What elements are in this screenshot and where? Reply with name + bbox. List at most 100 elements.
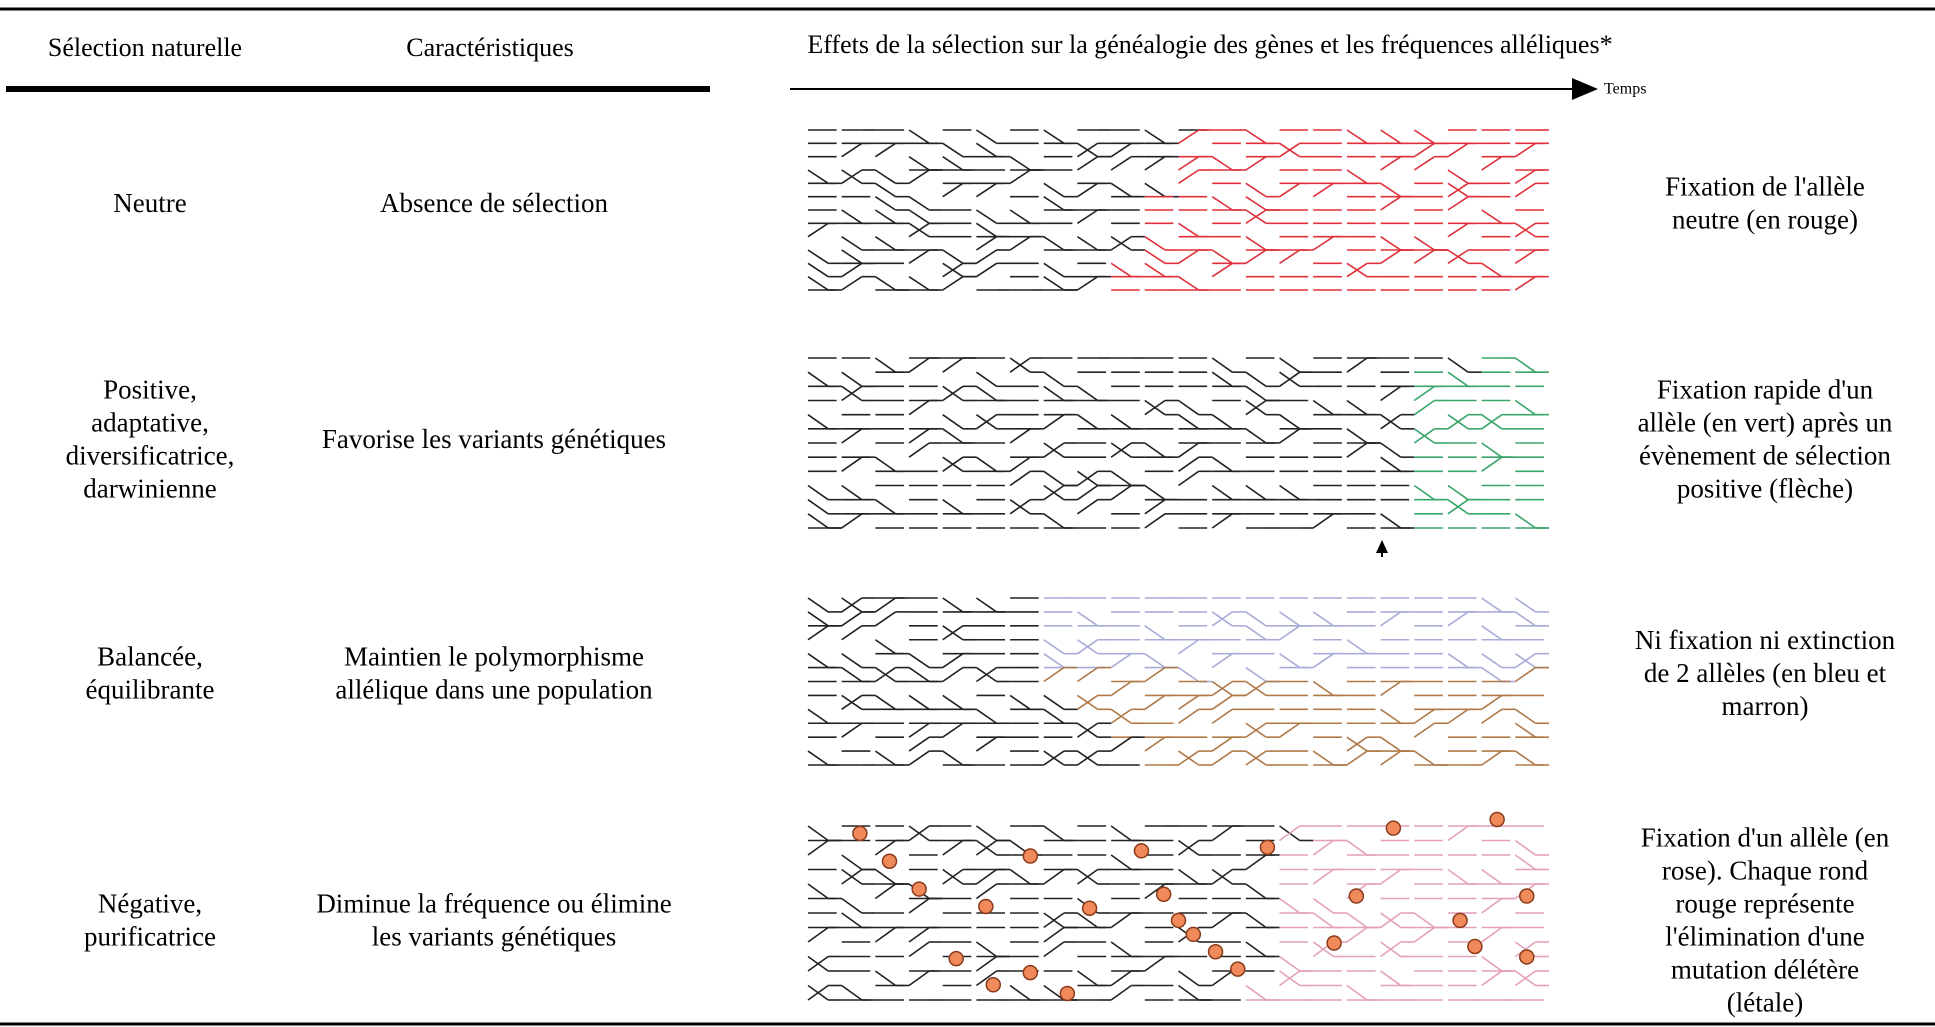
lineage [1481, 666, 1503, 683]
selection-arrowhead [1376, 540, 1388, 553]
lineage [1279, 484, 1301, 501]
cell-effect: marron) [1722, 691, 1809, 721]
lineage [1279, 357, 1301, 373]
lineage [908, 222, 930, 238]
lineage [1447, 222, 1469, 238]
lineage [874, 456, 897, 472]
lineage [975, 666, 998, 683]
lineage [1312, 399, 1334, 416]
lineage [1043, 666, 1065, 683]
lineage [1077, 639, 1099, 655]
cell-effect: évènement de sélection [1639, 441, 1891, 471]
lineage [908, 249, 930, 265]
lineage [1211, 750, 1233, 766]
lineage [1279, 414, 1301, 430]
lineage [1077, 155, 1099, 171]
lineage [1077, 275, 1099, 291]
deleterious-mutation [1170, 912, 1187, 929]
lineage [1076, 970, 1099, 987]
lineage [908, 155, 930, 171]
lineage [908, 970, 930, 987]
lineage [908, 195, 930, 211]
lineage [942, 750, 964, 766]
lineage [1380, 442, 1402, 458]
lineage [1380, 513, 1402, 529]
lineage [942, 722, 964, 738]
lineage [975, 222, 998, 238]
lineage [1043, 513, 1065, 529]
lineage [1279, 611, 1301, 627]
lineage [1110, 442, 1132, 458]
lineage [807, 883, 829, 900]
lineage [1245, 625, 1267, 641]
lineage [908, 442, 930, 458]
lineage [1043, 708, 1065, 724]
cell-type: darwinienne [83, 474, 216, 504]
lineage [1144, 262, 1166, 278]
lineage [975, 736, 998, 752]
lineage [1481, 597, 1503, 613]
lineage [1211, 680, 1233, 697]
lineage [975, 955, 998, 972]
deleterious-mutation [1059, 985, 1076, 1002]
lineage [1245, 385, 1267, 402]
lineage [1514, 653, 1536, 669]
lineage [1312, 897, 1334, 914]
lineage [841, 209, 863, 225]
time-arrowhead [1572, 78, 1598, 100]
lineage [874, 694, 897, 710]
lineage [1211, 371, 1233, 387]
lineage [908, 399, 930, 416]
lineage [1076, 912, 1099, 929]
lineage [1076, 385, 1099, 402]
lineage [874, 926, 897, 943]
lineage [1447, 249, 1469, 265]
lineage [1245, 750, 1267, 766]
deleterious-mutation [1133, 843, 1150, 859]
lineage [1076, 414, 1099, 430]
lineage [1346, 262, 1368, 278]
lineage [1110, 182, 1132, 198]
lineage [942, 249, 964, 265]
cell-type: adaptative, [91, 408, 209, 438]
lineage [1043, 129, 1065, 145]
lineage [908, 357, 930, 373]
lineage [1312, 680, 1334, 697]
lineage [1211, 195, 1233, 211]
lineage [975, 414, 998, 430]
lineage [975, 970, 998, 987]
lineage [874, 883, 897, 900]
deleterious-mutation [1385, 820, 1402, 836]
lineage [942, 262, 964, 278]
lineage [1514, 941, 1536, 958]
cell-effect: Fixation de l'allèle [1665, 172, 1865, 202]
lineage [1380, 182, 1402, 198]
lineage [1514, 169, 1536, 185]
lineage [1043, 941, 1065, 958]
lineage [975, 209, 998, 225]
lineage [1481, 897, 1503, 914]
cell-characteristic: Maintien le polymorphisme [344, 642, 644, 672]
lineage [874, 597, 897, 613]
lineage [1279, 955, 1301, 972]
lineage [874, 142, 897, 158]
deleterious-mutation [911, 881, 927, 897]
lineage [1312, 750, 1334, 766]
lineage [1380, 249, 1402, 265]
lineage [1178, 694, 1200, 710]
lineage [1514, 222, 1536, 238]
lineage [1481, 970, 1503, 987]
lineage [1077, 722, 1099, 738]
cell-type: purificatrice [84, 922, 216, 952]
lineage [841, 385, 863, 402]
lineage [1178, 750, 1200, 766]
lineage [874, 970, 897, 987]
lineage [1346, 984, 1368, 1001]
lineage [1211, 736, 1233, 752]
deleterious-mutation [948, 950, 964, 967]
lineage [1211, 868, 1233, 885]
lineage [1413, 155, 1435, 171]
lineage [1077, 182, 1099, 198]
lineage [1245, 209, 1267, 225]
